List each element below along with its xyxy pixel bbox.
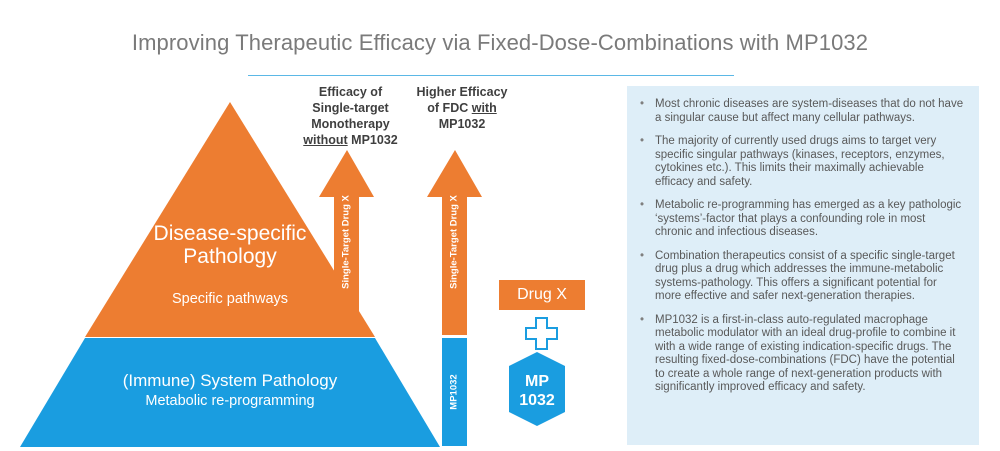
bar-mp1032-label: MP1032	[448, 374, 460, 410]
fdc-heading-line3: MP1032	[438, 117, 486, 131]
slide-title: Improving Therapeutic Efficacy via Fixed…	[131, 30, 869, 55]
fdc-heading-line2: of FDC with	[407, 100, 517, 116]
monotherapy-heading-line3: Monotherapy	[311, 117, 390, 131]
info-panel: Most chronic diseases are system-disease…	[627, 86, 979, 445]
disease-pathology-subtitle: Specific pathways	[171, 291, 289, 307]
system-pathology-subtitle: Metabolic re-programming	[145, 393, 315, 409]
arrow-fdc-drug-x	[427, 150, 482, 335]
mp-label-line1: MP	[525, 373, 549, 390]
mp1032-hexagon-label: MP 1032	[502, 372, 572, 410]
system-pathology-title: (Immune) System Pathology	[122, 371, 338, 390]
mp-label-line2: 1032	[519, 392, 555, 409]
monotherapy-heading-line4: without MP1032	[293, 132, 408, 148]
with-underlined: with	[471, 101, 497, 115]
disease-pathology-title: Disease-specific Pathology	[153, 222, 307, 268]
arrow-monotherapy-label: Single-Target Drug X	[340, 195, 352, 289]
info-bullet: Metabolic re-programming has emerged as …	[640, 199, 965, 240]
monotherapy-heading-line2: Single-target	[312, 101, 389, 115]
without-underlined: without	[303, 133, 348, 147]
fdc-heading-line2-prefix: of FDC	[427, 101, 472, 115]
bar-fdc-mp1032	[442, 338, 467, 446]
monotherapy-heading-line4-rest: MP1032	[347, 133, 398, 147]
info-bullet: Most chronic diseases are system-disease…	[640, 98, 965, 125]
pyramid-top-disease	[85, 102, 375, 337]
monotherapy-heading-line1: Efficacy of	[318, 85, 383, 99]
drug-x-box: Drug X	[499, 280, 585, 310]
info-bullet: The majority of currently used drugs aim…	[640, 135, 965, 189]
info-bullet: Combination therapeutics consist of a sp…	[640, 250, 965, 304]
arrow-monotherapy	[319, 150, 374, 335]
monotherapy-heading: Efficacy of Single-target Monotherapy wi…	[293, 84, 408, 148]
info-bullet-list: Most chronic diseases are system-disease…	[627, 86, 979, 395]
fdc-heading-line1: Higher Efficacy	[416, 85, 508, 99]
mp1032-hexagon	[509, 352, 565, 426]
plus-icon	[525, 317, 558, 350]
pyramid-base-immune	[20, 338, 440, 447]
title-divider	[248, 75, 734, 76]
info-bullet: MP1032 is a first-in-class auto-regulate…	[640, 314, 965, 395]
fdc-heading: Higher Efficacy of FDC with MP1032	[407, 84, 517, 132]
arrow-fdc-label: Single-Target Drug X	[448, 195, 460, 289]
